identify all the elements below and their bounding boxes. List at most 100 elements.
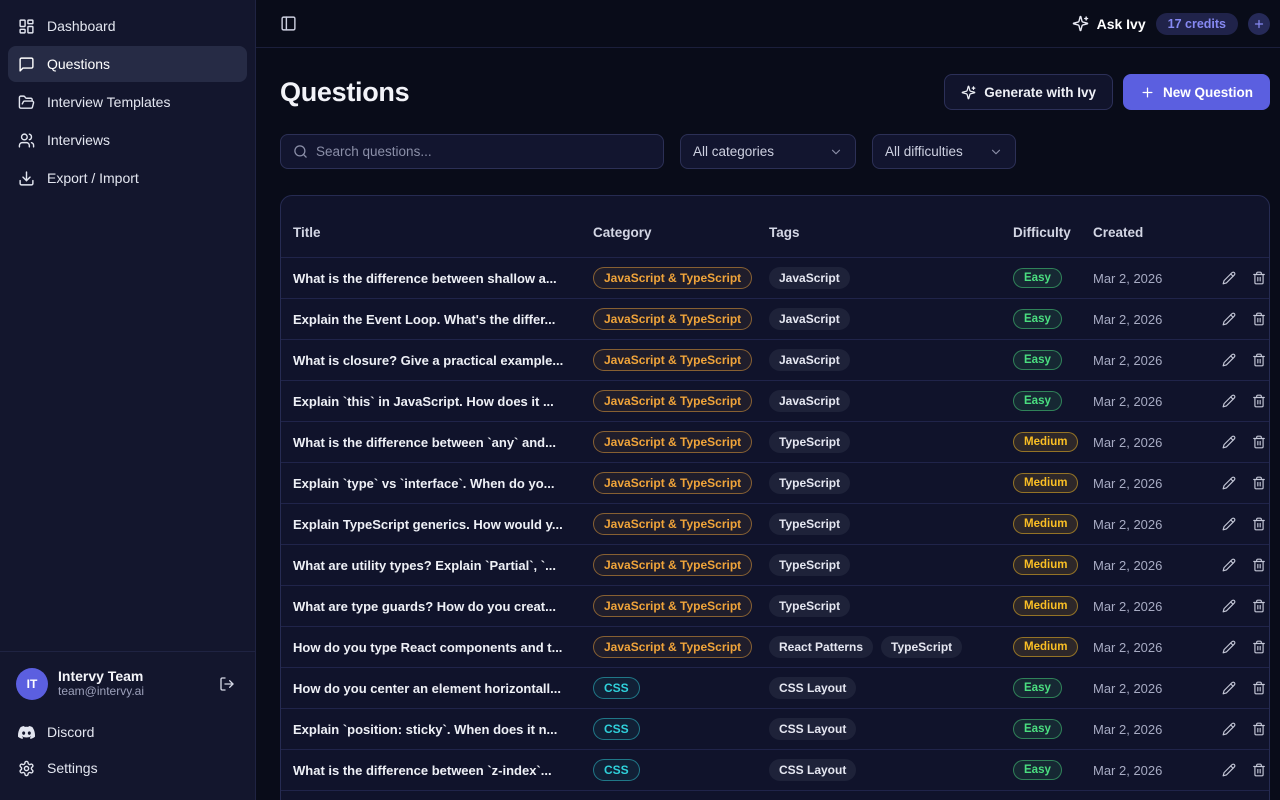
table-row[interactable]: What is the difference between `z-index`… <box>281 750 1269 791</box>
user-email: team@intervy.ai <box>58 684 144 699</box>
category-badge: CSS <box>593 718 640 740</box>
edit-question-button[interactable] <box>1219 309 1239 329</box>
delete-question-button[interactable] <box>1249 555 1269 575</box>
trash-icon <box>1253 271 1265 285</box>
delete-question-button[interactable] <box>1249 719 1269 739</box>
row-title: How do you type React components and t..… <box>293 639 563 655</box>
sidebar-toggle-button[interactable] <box>278 13 299 34</box>
sidebar-item-discord[interactable]: Discord <box>8 714 247 750</box>
table-row[interactable]: What is closure? Give a practical exampl… <box>281 340 1269 381</box>
delete-question-button[interactable] <box>1249 309 1269 329</box>
row-created: Mar 2, 2026 <box>1093 311 1163 327</box>
trash-icon <box>1253 599 1265 613</box>
row-created: Mar 2, 2026 <box>1093 639 1163 655</box>
table-row[interactable]: Explain TypeScript generics. How would y… <box>281 504 1269 545</box>
trash-icon <box>1253 640 1265 654</box>
users-icon <box>18 132 35 148</box>
category-badge: JavaScript & TypeScript <box>593 472 753 494</box>
edit-question-button[interactable] <box>1219 432 1239 452</box>
sidebar-item-interviews[interactable]: Interviews <box>8 122 247 158</box>
table-row[interactable]: What is the difference between shallow a… <box>281 258 1269 299</box>
new-question-label: New Question <box>1162 84 1253 100</box>
delete-question-button[interactable] <box>1249 268 1269 288</box>
row-created: Mar 2, 2026 <box>1093 475 1163 491</box>
column-header-difficulty: Difficulty <box>1013 225 1071 240</box>
discord-icon <box>18 725 35 739</box>
delete-question-button[interactable] <box>1249 514 1269 534</box>
edit-question-button[interactable] <box>1219 637 1239 657</box>
edit-question-button[interactable] <box>1219 678 1239 698</box>
pencil-icon <box>1222 312 1236 326</box>
delete-question-button[interactable] <box>1249 350 1269 370</box>
difficulty-badge: Easy <box>1013 309 1062 329</box>
table-row[interactable]: How do you center an element horizontall… <box>281 668 1269 709</box>
add-credits-button[interactable] <box>1248 12 1270 35</box>
edit-question-button[interactable] <box>1219 473 1239 493</box>
tag-pill: JavaScript <box>769 349 850 371</box>
column-header-category: Category <box>593 225 652 240</box>
table-row[interactable]: How do you type React components and t..… <box>281 627 1269 668</box>
edit-question-button[interactable] <box>1219 719 1239 739</box>
sidebar: Dashboard Questions Interview Templates … <box>0 0 256 800</box>
delete-question-button[interactable] <box>1249 473 1269 493</box>
tag-pill: TypeScript <box>881 636 963 658</box>
row-created: Mar 2, 2026 <box>1093 393 1163 409</box>
ask-ivy-button[interactable]: Ask Ivy <box>1072 15 1146 32</box>
new-question-button[interactable]: New Question <box>1122 74 1270 110</box>
sidebar-item-export-import[interactable]: Export / Import <box>8 160 247 196</box>
category-filter-select[interactable]: All categories <box>680 134 856 169</box>
search-icon <box>294 145 307 158</box>
sidebar-item-settings[interactable]: Settings <box>8 750 247 786</box>
search-input[interactable] <box>316 144 651 159</box>
trash-icon <box>1253 681 1265 695</box>
filters-bar: All categories All difficulties <box>280 134 1270 169</box>
sidebar-item-interview-templates[interactable]: Interview Templates <box>8 84 247 120</box>
row-created: Mar 2, 2026 <box>1093 516 1163 532</box>
edit-question-button[interactable] <box>1219 391 1239 411</box>
user-profile: IT Intervy Team team@intervy.ai <box>8 664 247 714</box>
difficulty-filter-select[interactable]: All difficulties <box>872 134 1016 169</box>
trash-icon <box>1253 763 1265 777</box>
edit-question-button[interactable] <box>1219 514 1239 534</box>
edit-question-button[interactable] <box>1219 350 1239 370</box>
category-badge: JavaScript & TypeScript <box>593 308 753 330</box>
difficulty-badge: Easy <box>1013 719 1062 739</box>
table-row[interactable]: Explain `position: sticky`. When does it… <box>281 709 1269 750</box>
row-created: Mar 2, 2026 <box>1093 680 1163 696</box>
edit-question-button[interactable] <box>1219 760 1239 780</box>
delete-question-button[interactable] <box>1249 637 1269 657</box>
table-row[interactable]: Explain the Event Loop. What's the diffe… <box>281 299 1269 340</box>
edit-question-button[interactable] <box>1219 555 1239 575</box>
logout-button[interactable] <box>215 672 239 696</box>
ask-ivy-label: Ask Ivy <box>1096 15 1146 32</box>
difficulty-badge: Medium <box>1013 514 1079 534</box>
sidebar-item-questions[interactable]: Questions <box>8 46 247 82</box>
sidebar-item-label: Interviews <box>47 132 111 148</box>
difficulty-badge: Medium <box>1013 432 1079 452</box>
generate-with-ivy-button[interactable]: Generate with Ivy <box>944 74 1113 110</box>
table-row[interactable]: Explain `type` vs `interface`. When do y… <box>281 463 1269 504</box>
download-icon <box>19 170 34 186</box>
credits-badge: 17 credits <box>1155 12 1238 35</box>
tag-pill: CSS Layout <box>769 718 857 740</box>
difficulty-filter-value: All difficulties <box>885 144 963 159</box>
gear-icon <box>19 760 34 776</box>
tag-pill: CSS Layout <box>769 677 857 699</box>
row-created: Mar 2, 2026 <box>1093 762 1163 778</box>
delete-question-button[interactable] <box>1249 596 1269 616</box>
sidebar-item-dashboard[interactable]: Dashboard <box>8 8 247 44</box>
table-row[interactable]: Explain `this` in JavaScript. How does i… <box>281 381 1269 422</box>
delete-question-button[interactable] <box>1249 432 1269 452</box>
category-badge: JavaScript & TypeScript <box>593 595 753 617</box>
edit-question-button[interactable] <box>1219 596 1239 616</box>
row-tags: JavaScript <box>769 390 1013 412</box>
table-row[interactable]: What is the difference between `any` and… <box>281 422 1269 463</box>
delete-question-button[interactable] <box>1249 391 1269 411</box>
table-row[interactable]: What are type guards? How do you creat..… <box>281 586 1269 627</box>
table-row[interactable]: What are utility types? Explain `Partial… <box>281 545 1269 586</box>
edit-question-button[interactable] <box>1219 268 1239 288</box>
delete-question-button[interactable] <box>1249 678 1269 698</box>
pencil-icon <box>1222 517 1236 531</box>
delete-question-button[interactable] <box>1249 760 1269 780</box>
trash-icon <box>1253 435 1265 449</box>
